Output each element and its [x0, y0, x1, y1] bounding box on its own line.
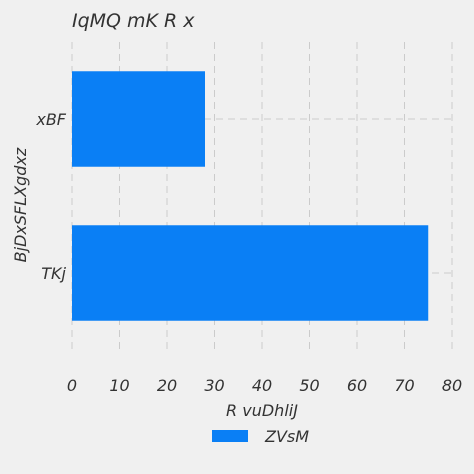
bars — [72, 71, 429, 321]
legend-label: ZVsM — [264, 427, 309, 446]
y-tick-label: TKj — [41, 264, 66, 283]
x-tick-label: 40 — [252, 376, 272, 395]
legend-swatch — [212, 430, 248, 442]
x-tick-label: 80 — [442, 376, 462, 395]
legend: ZVsM — [212, 427, 309, 446]
chart-title: IqMQ mK R x — [72, 10, 195, 32]
x-tick-label: 60 — [347, 376, 367, 395]
y-tick-labels: xBF TKj — [35, 110, 66, 283]
x-tick-label: 0 — [67, 376, 77, 395]
bar-TKj — [72, 225, 429, 321]
x-tick-label: 50 — [299, 376, 319, 395]
x-tick-label: 30 — [204, 376, 224, 395]
x-tick-label: 20 — [157, 376, 177, 395]
x-tick-labels: 0 10 20 30 40 50 60 70 80 — [67, 376, 462, 395]
y-tick-label: xBF — [35, 110, 66, 129]
x-tick-label: 10 — [109, 376, 129, 395]
bar-xBF — [72, 71, 205, 167]
x-tick-label: 70 — [394, 376, 414, 395]
y-axis-label: BjDxSFLXgdxz — [11, 147, 30, 262]
x-axis-label: R vuDhliJ — [226, 401, 298, 420]
